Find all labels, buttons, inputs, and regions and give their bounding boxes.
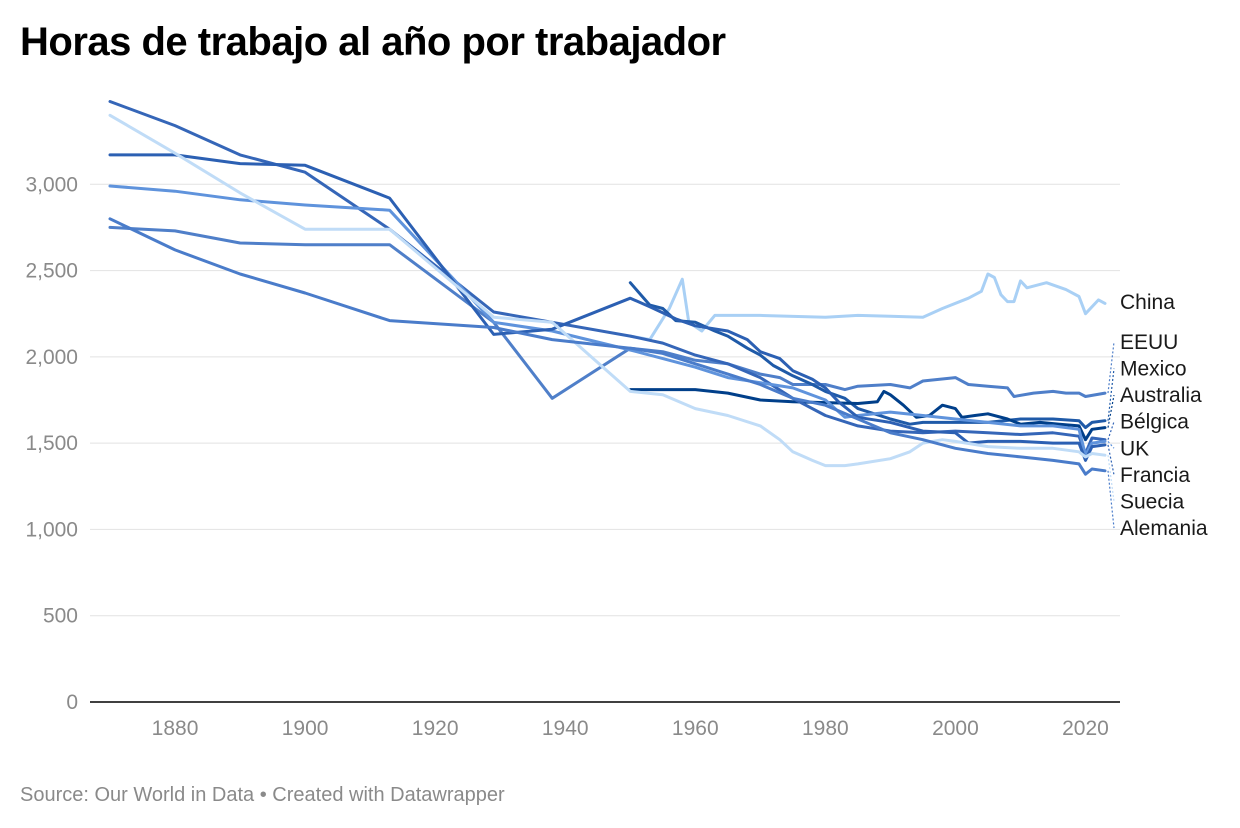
series-label-francia: Francia bbox=[1120, 464, 1190, 487]
footer: Source: Our World in Data • Created with… bbox=[20, 784, 505, 807]
series-line-francia[interactable] bbox=[108, 153, 1107, 462]
x-tick-label: 2020 bbox=[1062, 717, 1109, 740]
leader-line-uk bbox=[1107, 441, 1115, 449]
credit-link[interactable]: Created with Datawrapper bbox=[272, 784, 505, 806]
y-tick-label: 1,000 bbox=[25, 518, 78, 541]
series-line-bélgica[interactable] bbox=[108, 100, 1107, 455]
y-tick-label: 500 bbox=[43, 605, 78, 628]
chart-title: Horas de trabajo al año por trabajador bbox=[20, 20, 726, 64]
leader-line-francia bbox=[1107, 444, 1115, 475]
x-tick-label: 1980 bbox=[802, 717, 849, 740]
leader-line-bélgica bbox=[1107, 421, 1115, 440]
gridlines bbox=[90, 183, 1120, 617]
y-tick-label: 2,500 bbox=[25, 260, 78, 283]
series-label-bélgica: Bélgica bbox=[1120, 411, 1189, 434]
series-label-alemania: Alemania bbox=[1120, 517, 1208, 540]
source-link[interactable]: Source: Our World in Data bbox=[20, 784, 255, 806]
series-label-uk: UK bbox=[1120, 437, 1149, 460]
series-labels: China EEUU Mexico Australia Bélgica UK Francia… bbox=[1120, 291, 1208, 540]
leader-line-mexico bbox=[1107, 368, 1115, 421]
y-tick-label: 0 bbox=[66, 691, 78, 714]
y-axis-ticks: 0 500 1,000 1,500 2,000 2,500 3,000 bbox=[25, 173, 78, 714]
y-tick-label: 2,000 bbox=[25, 346, 78, 369]
leader-line-eeuu bbox=[1107, 341, 1115, 394]
x-tick-label: 1920 bbox=[412, 717, 459, 740]
leader-line-australia bbox=[1107, 395, 1115, 428]
x-tick-label: 1900 bbox=[282, 717, 329, 740]
series-lines bbox=[108, 100, 1107, 476]
x-tick-label: 1880 bbox=[152, 717, 199, 740]
series-label-suecia: Suecia bbox=[1120, 490, 1185, 513]
y-tick-label: 1,500 bbox=[25, 432, 78, 455]
series-line-china[interactable] bbox=[628, 272, 1107, 342]
leader-line-alemania bbox=[1107, 470, 1115, 529]
series-label-eeuu: EEUU bbox=[1120, 331, 1178, 354]
y-tick-label: 3,000 bbox=[25, 173, 78, 196]
x-axis-ticks: 1880 1900 1920 1940 1960 1980 2000 2020 bbox=[152, 717, 1109, 740]
series-line-uk[interactable] bbox=[108, 184, 1107, 457]
x-tick-label: 1960 bbox=[672, 717, 719, 740]
x-tick-label: 1940 bbox=[542, 717, 589, 740]
series-line-mexico[interactable] bbox=[628, 281, 1107, 430]
series-label-china: China bbox=[1120, 291, 1175, 314]
series-label-australia: Australia bbox=[1120, 384, 1202, 407]
footer-separator: • bbox=[254, 784, 273, 806]
x-tick-label: 2000 bbox=[932, 717, 979, 740]
series-line-suecia[interactable] bbox=[108, 113, 1107, 468]
series-line-alemania[interactable] bbox=[108, 217, 1107, 476]
series-label-mexico: Mexico bbox=[1120, 358, 1187, 381]
label-leader-lines bbox=[1107, 341, 1115, 529]
